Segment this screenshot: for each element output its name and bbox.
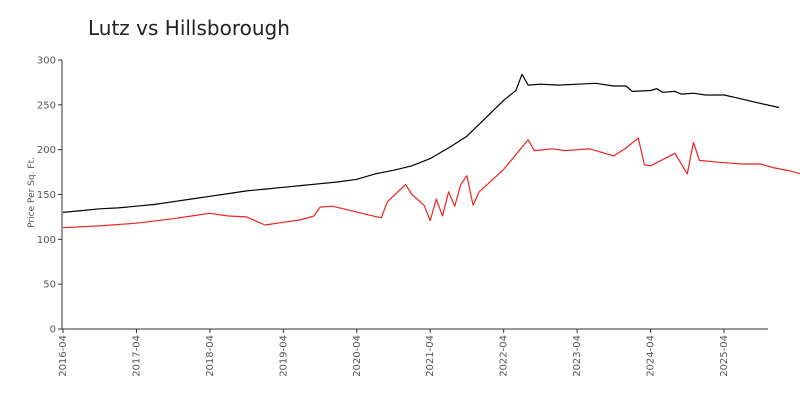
chart-axes: [58, 59, 768, 333]
y-tick-label: 150: [37, 190, 56, 201]
x-tick-label: 2020-04: [352, 335, 363, 377]
x-tick-label: 2018-04: [205, 335, 216, 377]
chart-title: Lutz vs Hillsborough: [88, 16, 290, 40]
y-tick-label: 200: [37, 145, 56, 156]
x-tick-label: 2025-04: [719, 335, 730, 377]
series-line-2: [62, 137, 800, 229]
y-tick-label: 300: [37, 56, 56, 67]
x-tick-label: 2022-04: [499, 335, 510, 377]
y-tick-label: 0: [50, 325, 56, 336]
x-tick-label: 2024-04: [646, 335, 657, 377]
x-tick-label: 2019-04: [278, 335, 289, 377]
y-tick-label: 50: [43, 280, 56, 291]
x-tick-label: 2016-04: [58, 335, 69, 377]
x-tick-label: 2021-04: [425, 335, 436, 377]
series-lines: [62, 73, 800, 229]
y-axis-title: Price Per Sq. Ft.: [27, 157, 37, 228]
y-tick-label: 250: [37, 100, 56, 111]
x-tick-label: 2023-04: [572, 335, 583, 377]
series-line-1: [62, 73, 780, 213]
y-tick-label: 100: [37, 235, 56, 246]
x-tick-label: 2017-04: [131, 335, 142, 377]
tick-labels: 0 50 100 150 200 250 300 2016-04 2017-04 2018-04 2…: [37, 56, 730, 377]
